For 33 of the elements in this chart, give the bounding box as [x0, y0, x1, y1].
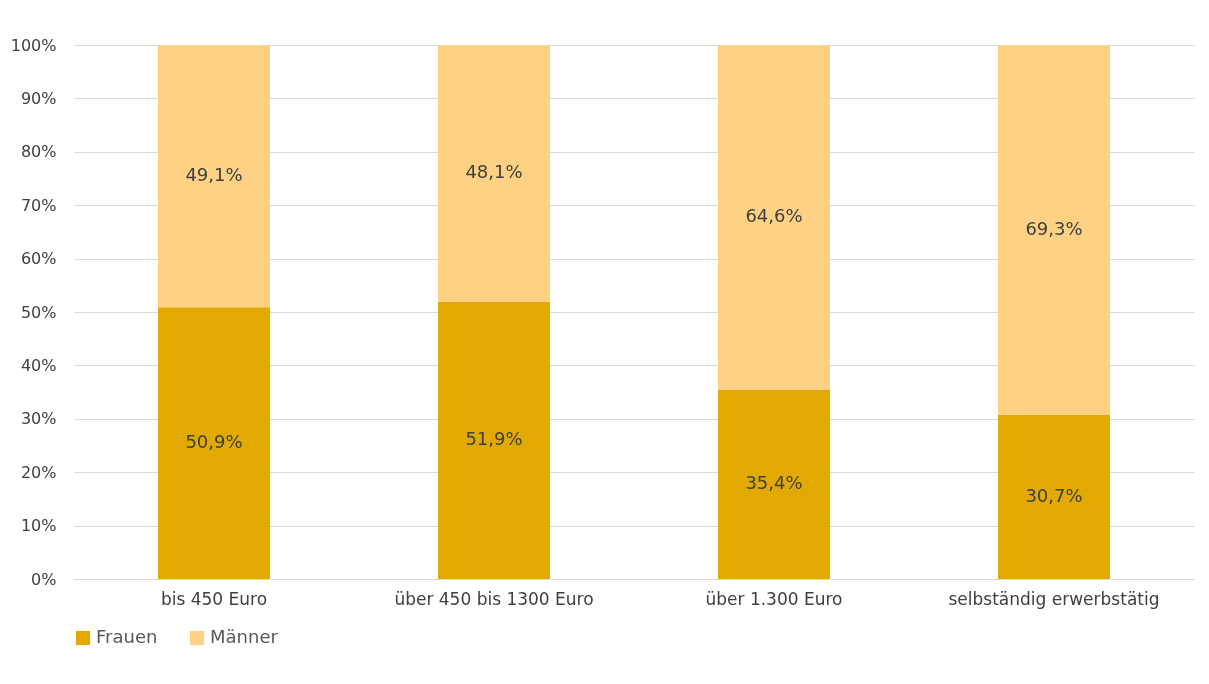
y-tick-label: 100% [10, 35, 57, 55]
x-tick-label: über 1.300 Euro [705, 588, 843, 609]
data-label: 69,3% [1025, 218, 1083, 240]
data-label: 49,1% [185, 164, 243, 186]
y-tick-label: 60% [20, 249, 57, 269]
bar [718, 389, 830, 579]
data-label: 50,9% [185, 431, 243, 453]
bar [158, 307, 270, 579]
bar [438, 301, 550, 579]
bar [438, 45, 550, 302]
y-tick-label: 30% [20, 409, 57, 429]
x-tick-label: über 450 bis 1300 Euro [394, 588, 594, 609]
bar [158, 45, 270, 308]
bar [998, 415, 1110, 579]
x-tick-label: selbständig erwerbstätig [948, 588, 1160, 609]
y-tick-label: 80% [20, 142, 57, 162]
data-label: 64,6% [745, 205, 803, 227]
y-tick-label: 10% [20, 516, 57, 536]
y-tick-label: 70% [20, 195, 57, 215]
bar [718, 45, 830, 390]
y-tick-label: 20% [20, 462, 57, 482]
x-tick-label: bis 450 Euro [160, 588, 268, 609]
data-label: 48,1% [465, 161, 523, 183]
legend-label: Frauen [96, 626, 158, 647]
data-label: 30,7% [1025, 485, 1083, 507]
bar [998, 45, 1110, 416]
data-label: 35,4% [745, 472, 803, 494]
y-tick-label: 90% [20, 88, 57, 108]
y-tick-label: 50% [20, 302, 57, 322]
y-tick-label: 40% [20, 355, 57, 375]
legend-label: Männer [210, 626, 279, 647]
data-label: 51,9% [465, 428, 523, 450]
y-tick-label: 0% [31, 569, 57, 589]
